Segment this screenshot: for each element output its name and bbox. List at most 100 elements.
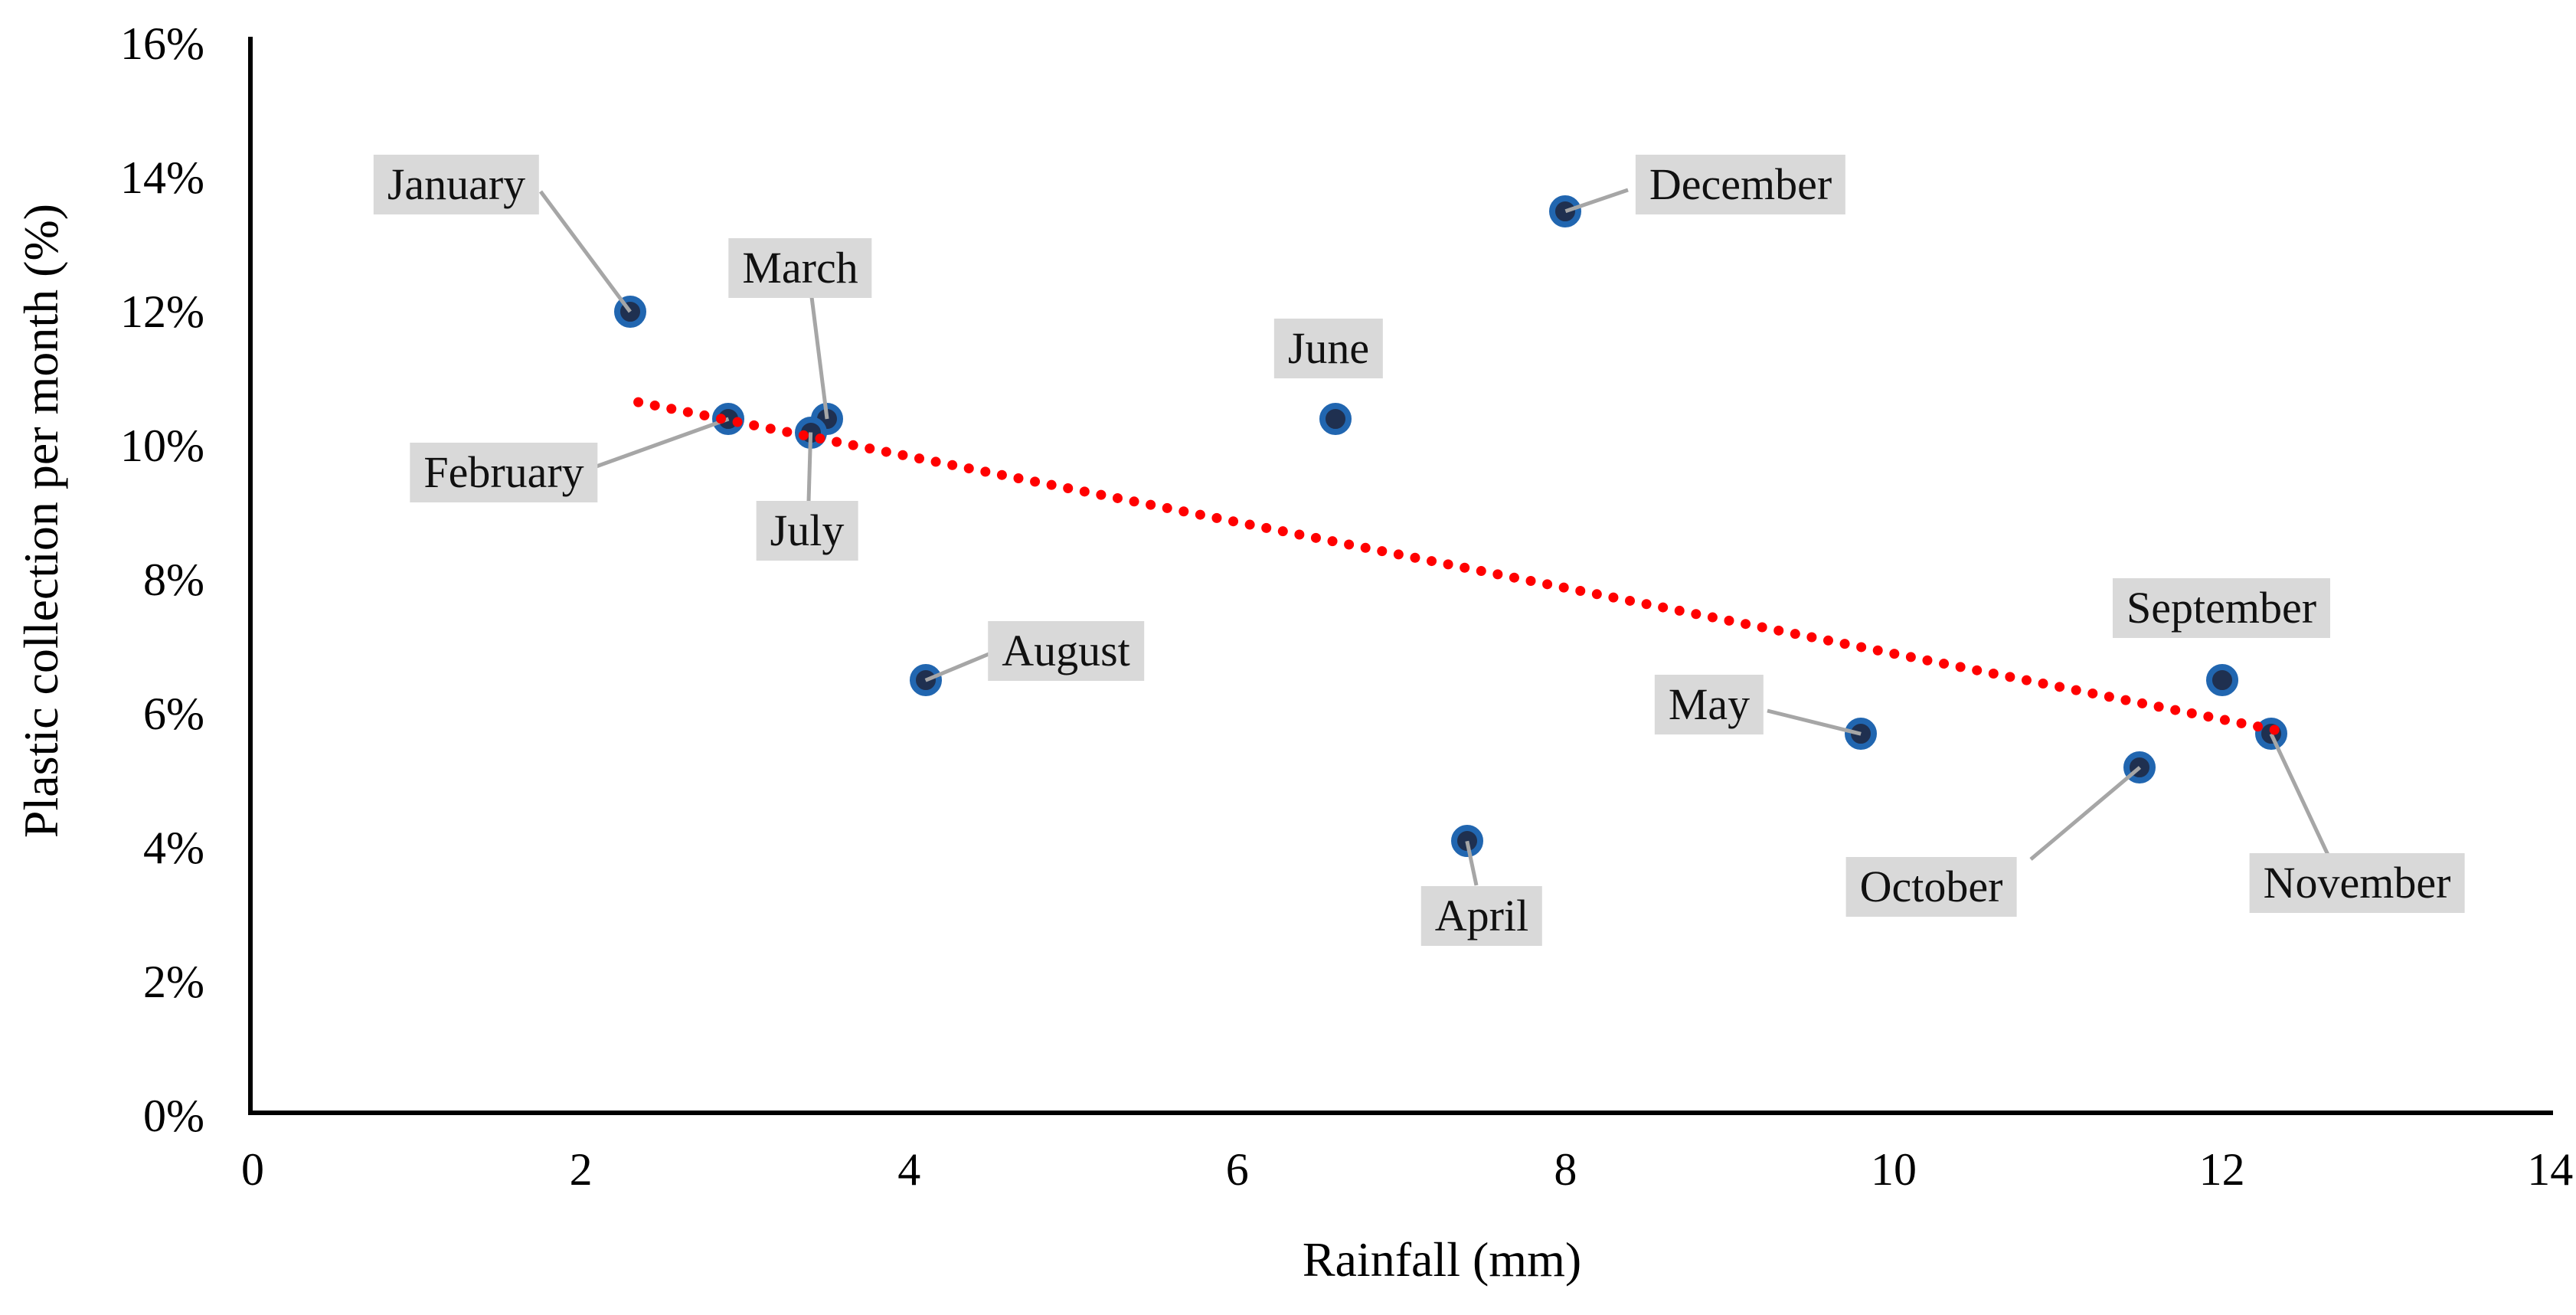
leader-line-april [1465,840,1479,886]
point-label-december: December [1635,155,1846,214]
trendline-dot [1839,639,1850,649]
trendline-dot [1509,572,1519,583]
trendline-dot [1410,552,1420,563]
trendline-dot [832,437,842,447]
trendline-dot [798,430,809,440]
trendline-dot [1146,499,1156,510]
trendline-dot [1310,532,1321,543]
leader-line-december [1564,188,1629,214]
trendline-dot [2236,718,2247,728]
trendline-dot [666,404,677,414]
trendline-dot [2203,711,2214,722]
trendline-dot [1046,479,1057,490]
trendline-dot [930,456,941,467]
y-tick-label: 8% [143,554,204,605]
trendline-dot [2269,725,2280,735]
trendline-dot [996,469,1007,480]
trendline-dot [1228,516,1239,527]
trendline-dot [1360,542,1371,553]
trendline-dot [649,400,660,411]
trendline-dot [1905,652,1916,662]
x-axis-title: Rainfall (mm) [1302,1232,1582,1287]
trendline-dot [1641,599,1652,610]
trendline-dot [914,453,924,464]
trendline-dot [1443,559,1453,570]
trendline-dot [1608,592,1619,603]
leader-line-may [1767,708,1862,736]
trendline-dot [1939,659,1950,669]
trendline-dot [1741,619,1751,630]
trendline-dot [765,424,776,434]
trendline-dot [1393,549,1404,560]
trendline-dot [815,433,825,444]
trendline-dot [980,466,991,477]
trendline-dot [732,417,743,427]
x-tick-label: 0 [241,1144,264,1195]
data-point-january [613,296,646,328]
y-tick-label: 6% [143,689,204,739]
trendline-dot [1476,566,1486,577]
point-label-june: June [1273,319,1384,378]
trendline-dot [1030,476,1041,487]
point-label-march: March [728,238,872,298]
trendline-dot [1460,562,1470,573]
trendline-dot [848,440,858,450]
trendline-dot [2253,721,2264,732]
trendline-dot [699,410,710,420]
trendline-dot [2005,672,2015,682]
trendline-dot [1294,529,1305,540]
trendline-dot [1096,489,1107,500]
trendline-dot [1955,662,1966,672]
trendline-dot [2153,702,2164,712]
trendline-dot [1558,582,1569,593]
trendline-dot [1427,556,1437,567]
trendline-dot [1773,625,1784,636]
trendline-dot [2038,678,2048,689]
trendline-dot [1922,655,1933,666]
trendline-dot [1195,509,1205,520]
trendline-dot [1162,502,1172,513]
leader-line-october [2029,766,2142,861]
trendline-dot [1178,506,1189,517]
y-tick-label: 14% [120,152,204,203]
trendline-dot [947,460,958,470]
data-point-august [909,664,942,697]
trendline-dot [716,414,727,424]
x-tick-label: 14 [2527,1144,2574,1195]
trendline-dot [2120,695,2131,705]
trendline-dot [881,447,891,457]
trendline-dot [782,427,793,437]
trendline-dot [2137,698,2148,708]
trendline-dot [2219,715,2230,725]
x-axis-line [248,1111,2553,1115]
data-point-april [1450,825,1483,858]
trendline-dot [1691,609,1702,620]
trendline-dot [749,420,760,430]
trendline-dot [1674,605,1685,616]
y-tick-label: 4% [143,823,204,873]
trendline-dot [1856,642,1867,653]
point-label-november: November [2249,853,2465,913]
point-label-april: April [1420,886,1543,946]
data-point-november [2254,718,2287,751]
trendline-dot [682,407,693,417]
trendline-dot [1972,665,1983,675]
trendline-dot [2170,705,2181,715]
trendline-dot [2055,682,2065,692]
x-tick-label: 2 [569,1144,593,1195]
trendline-dot [865,443,875,454]
trendline-dot [2087,688,2098,698]
y-tick-label: 16% [120,18,204,69]
trendline-dot [1988,669,1999,679]
trendline-dot [1724,615,1734,626]
trendline-dot [1542,579,1553,590]
trendline-dot [1624,595,1635,606]
trendline-dot [2104,692,2114,702]
trendline-dot [1112,492,1123,503]
point-label-july: July [756,501,858,561]
trendline-dot [1377,546,1388,557]
x-tick-label: 8 [1554,1144,1577,1195]
trendline-dot [1790,629,1800,640]
